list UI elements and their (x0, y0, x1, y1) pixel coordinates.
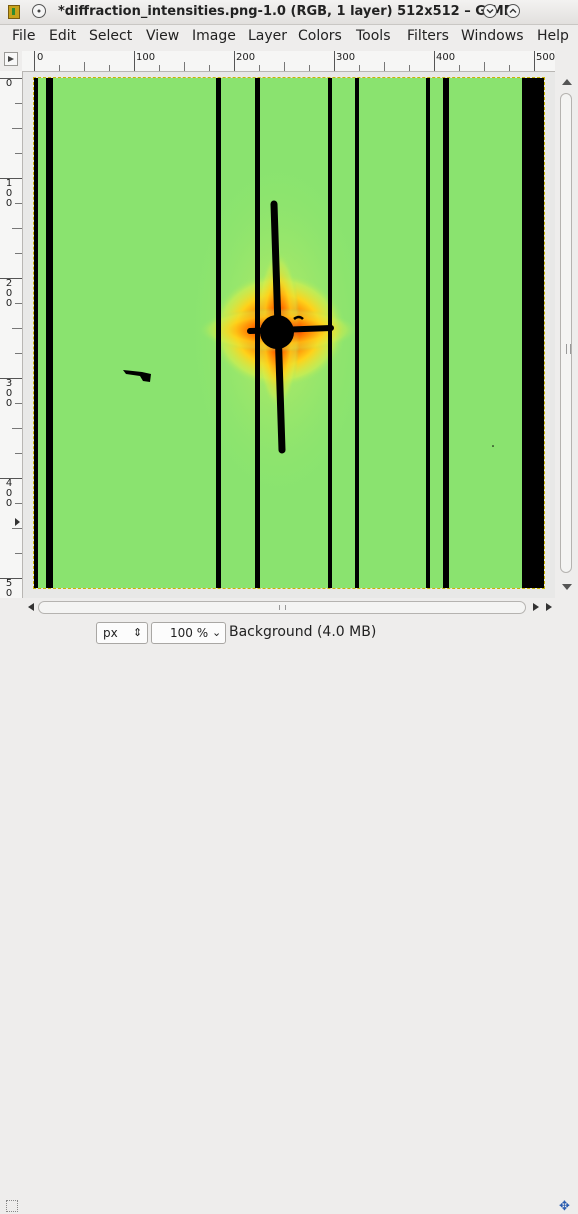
minimize-icon[interactable] (483, 4, 497, 18)
menu-help[interactable]: Help (537, 28, 569, 44)
status-bar: px ⇕ 100 % ⌄ Background (4.0 MB) (0, 619, 578, 650)
quick-mask-toggle-icon[interactable] (6, 1200, 18, 1212)
window-title: *diffraction_intensities.png-1.0 (RGB, 1… (58, 4, 514, 19)
hruler-label: 300 (336, 52, 356, 63)
horizontal-scroll-track[interactable] (38, 601, 526, 614)
hruler-label: 200 (236, 52, 256, 63)
menu-file[interactable]: File (12, 28, 36, 44)
vertical-scroll-grip[interactable] (566, 344, 571, 354)
gimp-app-icon[interactable] (8, 5, 20, 19)
scroll-up-icon[interactable] (562, 79, 572, 85)
vruler-label: 200 (5, 278, 13, 309)
scroll-left-icon[interactable] (28, 603, 34, 611)
zoom-on-resize-icon[interactable] (546, 603, 552, 611)
unit-value: px (103, 626, 118, 640)
vertical-scrollbar[interactable] (556, 71, 578, 598)
diffraction-image[interactable] (33, 77, 545, 589)
menu-filters[interactable]: Filters (407, 28, 449, 44)
vertical-ruler[interactable]: 0 100 200 300 400 500 (0, 71, 23, 598)
vruler-label: 300 (5, 378, 13, 409)
vertical-scroll-track[interactable] (560, 93, 572, 573)
hruler-label: 500 (536, 52, 555, 63)
scroll-down-icon[interactable] (562, 584, 572, 590)
hruler-label: 100 (136, 52, 156, 63)
layer-status: Background (4.0 MB) (229, 624, 377, 640)
window-menu-icon[interactable] (32, 4, 46, 18)
vruler-label: 100 (5, 178, 13, 209)
title-bar: *diffraction_intensities.png-1.0 (RGB, 1… (0, 0, 578, 25)
horizontal-scrollbar[interactable]: ✥ (0, 598, 578, 1214)
menu-tools[interactable]: Tools (356, 28, 391, 44)
rulers-menu-button[interactable] (4, 52, 18, 66)
scroll-right-icon[interactable] (533, 603, 539, 611)
horizontal-scroll-grip[interactable] (279, 605, 286, 610)
vruler-label: 500 (5, 578, 13, 599)
maximize-icon[interactable] (506, 4, 520, 18)
menu-bar: File Edit Select View Image Layer Colors… (0, 25, 578, 49)
vruler-label: 0 (5, 78, 13, 89)
navigate-icon[interactable]: ✥ (559, 1199, 570, 1214)
unit-selector[interactable]: px ⇕ (96, 622, 148, 644)
menu-windows[interactable]: Windows (461, 28, 524, 44)
menu-view[interactable]: View (146, 28, 180, 44)
zoom-selector[interactable]: 100 % ⌄ (151, 622, 226, 644)
zoom-value: 100 % (170, 626, 209, 640)
hruler-label: 400 (436, 52, 456, 63)
menu-layer[interactable]: Layer (248, 28, 288, 44)
menu-select[interactable]: Select (89, 28, 133, 44)
menu-image[interactable]: Image (192, 28, 236, 44)
horizontal-ruler[interactable]: 0 100 200 300 400 500 (22, 51, 555, 72)
vruler-label: 400 (5, 478, 13, 509)
spin-icon: ⇕ (133, 626, 143, 639)
menu-edit[interactable]: Edit (49, 28, 77, 44)
hruler-label: 0 (37, 52, 44, 63)
menu-colors[interactable]: Colors (298, 28, 342, 44)
chevron-down-icon: ⌄ (212, 626, 222, 639)
